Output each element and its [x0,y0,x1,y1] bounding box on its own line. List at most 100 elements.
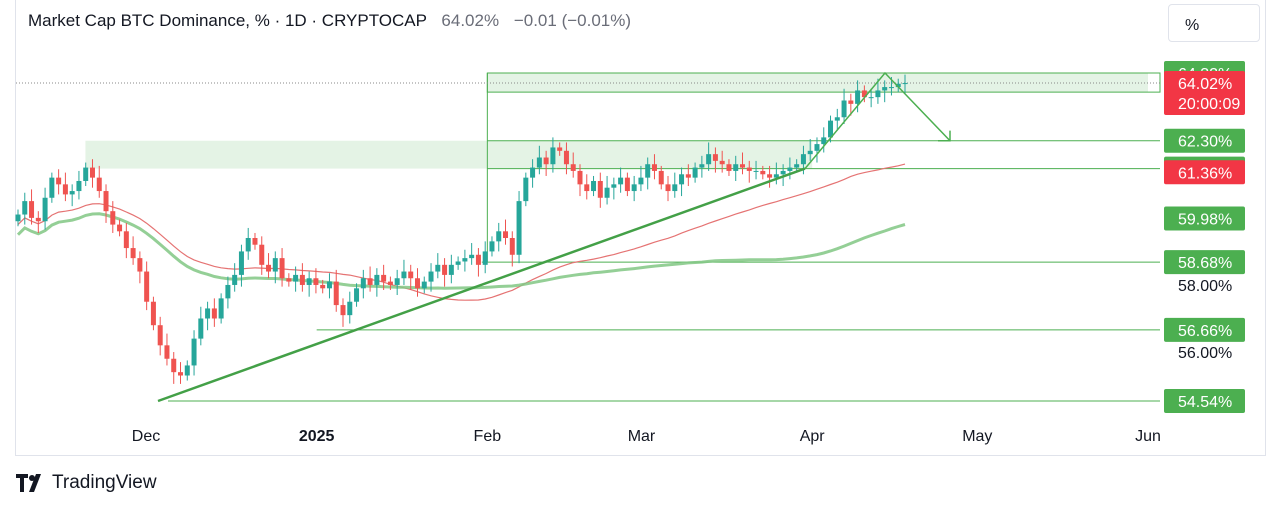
candle-body [773,174,779,178]
candle [523,172,529,207]
candle [503,219,509,245]
candle [557,142,563,156]
projection-arrowhead [938,130,951,142]
candle [448,254,454,284]
candle-body [611,184,617,188]
price-tag-bg [1164,71,1245,116]
candle [347,291,353,324]
candle [252,232,258,250]
candle-body [191,338,197,366]
candle [706,142,712,171]
change-value: −0.01 (−0.01%) [513,11,632,30]
candle [570,152,576,178]
candle-body [746,167,752,171]
candle-body [320,284,326,289]
candle [171,352,177,384]
candle-body [597,180,603,198]
candle [401,259,407,285]
candle-body [726,164,732,171]
candle [117,219,123,237]
candle-body [374,274,380,285]
candle [821,127,827,153]
symbol-title[interactable]: Market Cap BTC Dominance, % · 1D · CRYPT… [28,11,427,30]
candle [611,177,617,200]
chart-header: Market Cap BTC Dominance, % · 1D · CRYPT… [28,11,631,31]
candle [482,241,488,274]
candle-body [130,248,136,259]
candle [225,276,231,309]
candle [56,169,62,195]
candle-body [225,284,231,299]
candle-body [286,278,292,282]
candle [326,273,332,299]
candle [313,268,319,294]
price-tag-bg [1164,206,1245,231]
candle-body [753,170,759,172]
candle [631,175,637,202]
candle-body [672,184,678,192]
candle [875,78,881,104]
candle-body [469,254,475,259]
price-chart[interactable]: 64.32%64.02%20:00:0962.30%61.47%61.36%59… [0,0,1280,470]
candle-body [645,164,651,178]
price-tag-59.98%: 59.98% [1164,206,1245,231]
candle [746,160,752,183]
levels-layer [16,82,1160,402]
candle-body [692,167,698,178]
candle [767,165,773,188]
candle [428,263,434,292]
candle [29,189,35,225]
rising-trendline [157,167,806,403]
candle [489,236,495,257]
candle [22,192,28,225]
candle-body [110,211,116,225]
candle-body [198,318,204,339]
candle-body [293,274,299,282]
candle-body [475,254,481,265]
candle [807,139,813,161]
price-tag-bg [1164,317,1245,342]
candle-body [489,241,495,252]
unit-button[interactable]: % [1168,4,1260,42]
candle-body [144,271,150,302]
candle-body [638,177,644,185]
candle [665,175,671,202]
candle-body [299,274,305,285]
candle-body [618,177,624,185]
candle [218,293,224,324]
candle-body [699,164,705,168]
candle [577,164,583,197]
candles-layer [15,74,908,384]
candle [753,160,759,180]
candle [293,266,299,292]
candle-body [279,258,285,279]
candle [645,157,651,190]
candle [320,279,326,294]
candle [414,268,420,297]
candle-body [496,231,502,242]
tradingview-logo[interactable]: TradingView [16,472,157,494]
candle-body [442,264,448,275]
candle-body [205,308,211,319]
candle-body [577,170,583,185]
candle [618,167,624,193]
price-tag-64.02%: 64.02% 20:00:09 [1164,71,1245,116]
candle [354,283,360,307]
candle-body [76,180,82,192]
candle [597,172,603,208]
candle-body [658,170,664,185]
candle-body [306,278,312,285]
price-tag-label: 54.54% [1178,394,1232,411]
candle-body [414,278,420,289]
candle [591,175,597,197]
price-tag-label: 59.98% [1178,212,1232,229]
candle-body [245,238,251,252]
candle [103,184,109,223]
candle-body [218,298,224,319]
candle [421,276,427,294]
candle [861,85,867,103]
candle [563,142,569,175]
candle [394,269,400,296]
candle-body [49,177,55,198]
candle-body [902,83,908,85]
